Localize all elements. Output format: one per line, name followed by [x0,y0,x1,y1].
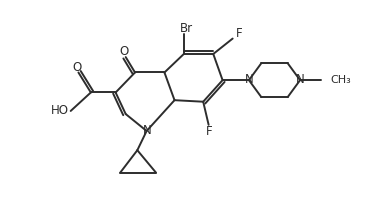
Text: CH₃: CH₃ [330,75,351,85]
Text: O: O [72,61,81,74]
Text: HO: HO [51,104,69,117]
Text: F: F [236,27,242,40]
Text: Br: Br [179,22,193,35]
Text: N: N [244,73,253,86]
Text: N: N [143,124,152,137]
Text: N: N [296,73,305,86]
Text: F: F [206,125,213,138]
Text: O: O [120,45,129,58]
